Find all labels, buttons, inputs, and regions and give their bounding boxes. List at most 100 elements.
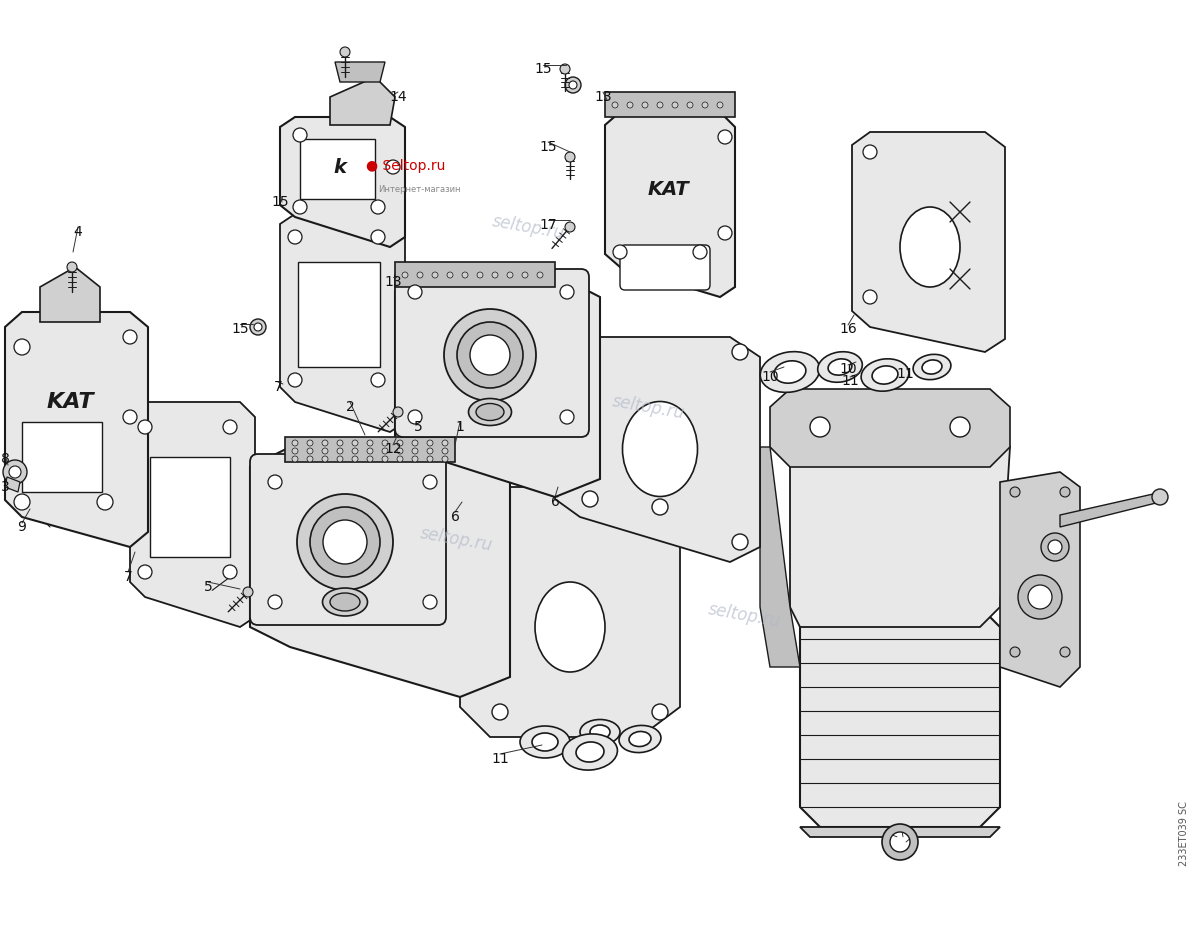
- Circle shape: [565, 222, 575, 232]
- Ellipse shape: [629, 731, 650, 746]
- Circle shape: [371, 373, 385, 387]
- Circle shape: [672, 102, 678, 108]
- Circle shape: [408, 285, 422, 299]
- Text: 15: 15: [271, 195, 289, 209]
- Circle shape: [432, 272, 438, 278]
- Circle shape: [322, 440, 328, 446]
- Circle shape: [268, 475, 282, 489]
- Text: 11: 11: [841, 374, 859, 388]
- Polygon shape: [760, 447, 800, 667]
- Polygon shape: [770, 389, 1010, 467]
- Circle shape: [582, 344, 598, 360]
- Ellipse shape: [900, 207, 960, 287]
- Circle shape: [386, 160, 400, 174]
- Circle shape: [412, 440, 418, 446]
- Circle shape: [254, 323, 262, 331]
- Text: 9: 9: [18, 520, 26, 534]
- Circle shape: [298, 494, 394, 590]
- Circle shape: [1060, 647, 1070, 657]
- Ellipse shape: [532, 733, 558, 751]
- Circle shape: [694, 245, 707, 259]
- Text: 15: 15: [232, 322, 248, 336]
- Circle shape: [14, 494, 30, 510]
- Circle shape: [1010, 647, 1020, 657]
- Circle shape: [418, 272, 424, 278]
- Circle shape: [371, 200, 385, 214]
- Circle shape: [442, 440, 448, 446]
- Circle shape: [367, 456, 373, 462]
- Circle shape: [442, 456, 448, 462]
- Polygon shape: [22, 422, 102, 492]
- Ellipse shape: [619, 725, 661, 753]
- Circle shape: [508, 272, 514, 278]
- Circle shape: [686, 102, 694, 108]
- Ellipse shape: [761, 351, 820, 392]
- Text: seltop.ru: seltop.ru: [419, 525, 493, 555]
- Polygon shape: [395, 262, 554, 287]
- Text: 7: 7: [124, 570, 132, 584]
- Circle shape: [292, 448, 298, 454]
- Text: 4: 4: [73, 225, 83, 239]
- Polygon shape: [1000, 472, 1080, 687]
- Circle shape: [642, 102, 648, 108]
- Circle shape: [427, 440, 433, 446]
- Circle shape: [367, 440, 373, 446]
- Circle shape: [293, 128, 307, 142]
- Circle shape: [652, 499, 668, 515]
- Circle shape: [470, 335, 510, 375]
- Text: 17: 17: [539, 218, 557, 232]
- Circle shape: [408, 410, 422, 424]
- Circle shape: [382, 456, 388, 462]
- Text: 5: 5: [204, 580, 212, 594]
- Circle shape: [1152, 489, 1168, 505]
- Circle shape: [394, 407, 403, 417]
- Circle shape: [292, 456, 298, 462]
- Polygon shape: [790, 427, 1010, 627]
- Circle shape: [307, 440, 313, 446]
- Circle shape: [1010, 487, 1020, 497]
- Circle shape: [492, 704, 508, 720]
- Circle shape: [323, 520, 367, 564]
- Polygon shape: [5, 312, 148, 547]
- Circle shape: [10, 466, 22, 478]
- Text: 5: 5: [414, 420, 422, 434]
- Text: 11: 11: [491, 752, 509, 766]
- Circle shape: [560, 410, 574, 424]
- Text: Интернет-магазин: Интернет-магазин: [378, 185, 461, 194]
- Circle shape: [565, 152, 575, 162]
- Circle shape: [97, 494, 113, 510]
- Text: 7: 7: [274, 380, 282, 394]
- Ellipse shape: [590, 725, 610, 739]
- Ellipse shape: [563, 734, 618, 770]
- Circle shape: [442, 448, 448, 454]
- Ellipse shape: [817, 351, 863, 383]
- Circle shape: [522, 272, 528, 278]
- Ellipse shape: [580, 720, 620, 744]
- Circle shape: [223, 565, 238, 579]
- Text: 6: 6: [450, 510, 460, 524]
- Circle shape: [310, 507, 380, 577]
- Circle shape: [444, 309, 536, 401]
- Circle shape: [402, 272, 408, 278]
- Circle shape: [427, 456, 433, 462]
- Circle shape: [67, 262, 77, 272]
- Circle shape: [382, 440, 388, 446]
- Text: seltop.ru: seltop.ru: [707, 600, 781, 631]
- Polygon shape: [605, 112, 734, 297]
- Circle shape: [1048, 540, 1062, 554]
- Polygon shape: [852, 132, 1006, 352]
- Text: 10: 10: [761, 370, 779, 384]
- Ellipse shape: [913, 354, 950, 380]
- Circle shape: [223, 420, 238, 434]
- Circle shape: [582, 491, 598, 507]
- Text: 13: 13: [594, 90, 612, 104]
- Circle shape: [424, 595, 437, 609]
- Circle shape: [124, 330, 137, 344]
- Text: 233ET039 SC: 233ET039 SC: [1180, 801, 1189, 866]
- Circle shape: [1042, 533, 1069, 561]
- Polygon shape: [800, 827, 1000, 837]
- Circle shape: [427, 448, 433, 454]
- Circle shape: [322, 456, 328, 462]
- Circle shape: [14, 339, 30, 355]
- Polygon shape: [250, 447, 510, 697]
